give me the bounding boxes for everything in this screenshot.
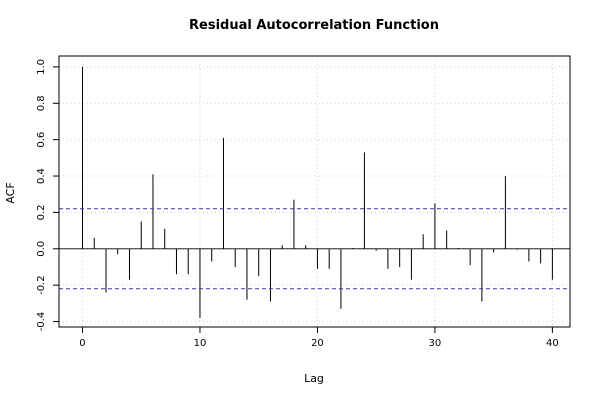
chart-title: Residual Autocorrelation Function [189,18,439,33]
y-tick-label: 0.6 [36,132,47,148]
x-axis-label: Lag [304,372,324,385]
y-tick-label: 0.4 [36,168,47,184]
y-tick-label: 1.0 [36,59,47,75]
y-tick-label: 0.0 [36,241,47,257]
x-tick-label: 10 [194,338,207,349]
y-tick-label: 0.8 [36,95,47,111]
grid-lines [59,56,570,327]
x-axis: 0 10 20 30 40 [79,327,559,349]
x-tick-label: 30 [429,338,442,349]
confidence-bounds [59,208,570,290]
plot-box [58,55,571,328]
y-tick-label: 0.2 [36,204,47,220]
x-tick-label: 0 [79,338,85,349]
y-axis-label: ACF [4,182,17,203]
acf-bars [81,66,553,318]
y-tick-label: -0.4 [36,312,47,332]
y-tick-label: -0.2 [36,275,47,295]
x-tick-label: 20 [311,338,324,349]
x-tick-label: 40 [546,338,559,349]
y-axis: -0.4 -0.2 0.0 0.2 0.4 0.6 0.8 1.0 [36,59,59,331]
